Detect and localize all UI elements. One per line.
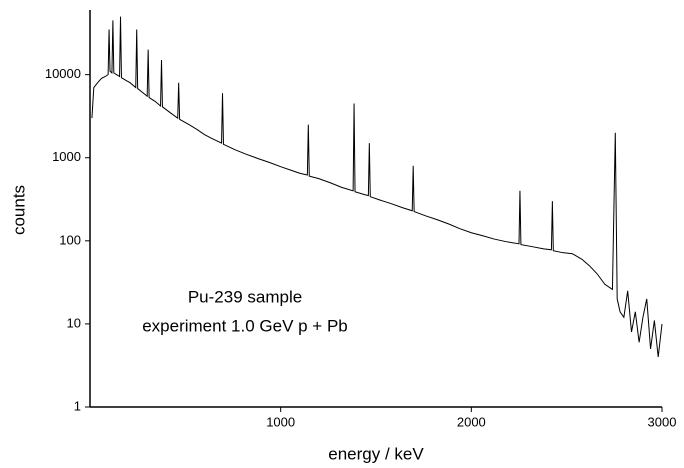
- y-tick-label: 10: [67, 315, 81, 330]
- annotation: Pu-239 sample: [188, 287, 302, 306]
- annotation: experiment 1.0 GeV p + Pb: [142, 316, 348, 335]
- x-tick-label: 1000: [266, 414, 295, 429]
- y-tick-label: 1000: [52, 149, 81, 164]
- x-axis-title: energy / keV: [328, 444, 424, 463]
- y-tick-label: 10000: [45, 66, 81, 81]
- y-axis-title: counts: [9, 185, 28, 235]
- y-tick-label: 100: [59, 232, 81, 247]
- y-tick-label: 1: [74, 398, 81, 413]
- x-tick-label: 3000: [648, 414, 677, 429]
- x-tick-label: 2000: [457, 414, 486, 429]
- spectrum-line: [91, 16, 663, 358]
